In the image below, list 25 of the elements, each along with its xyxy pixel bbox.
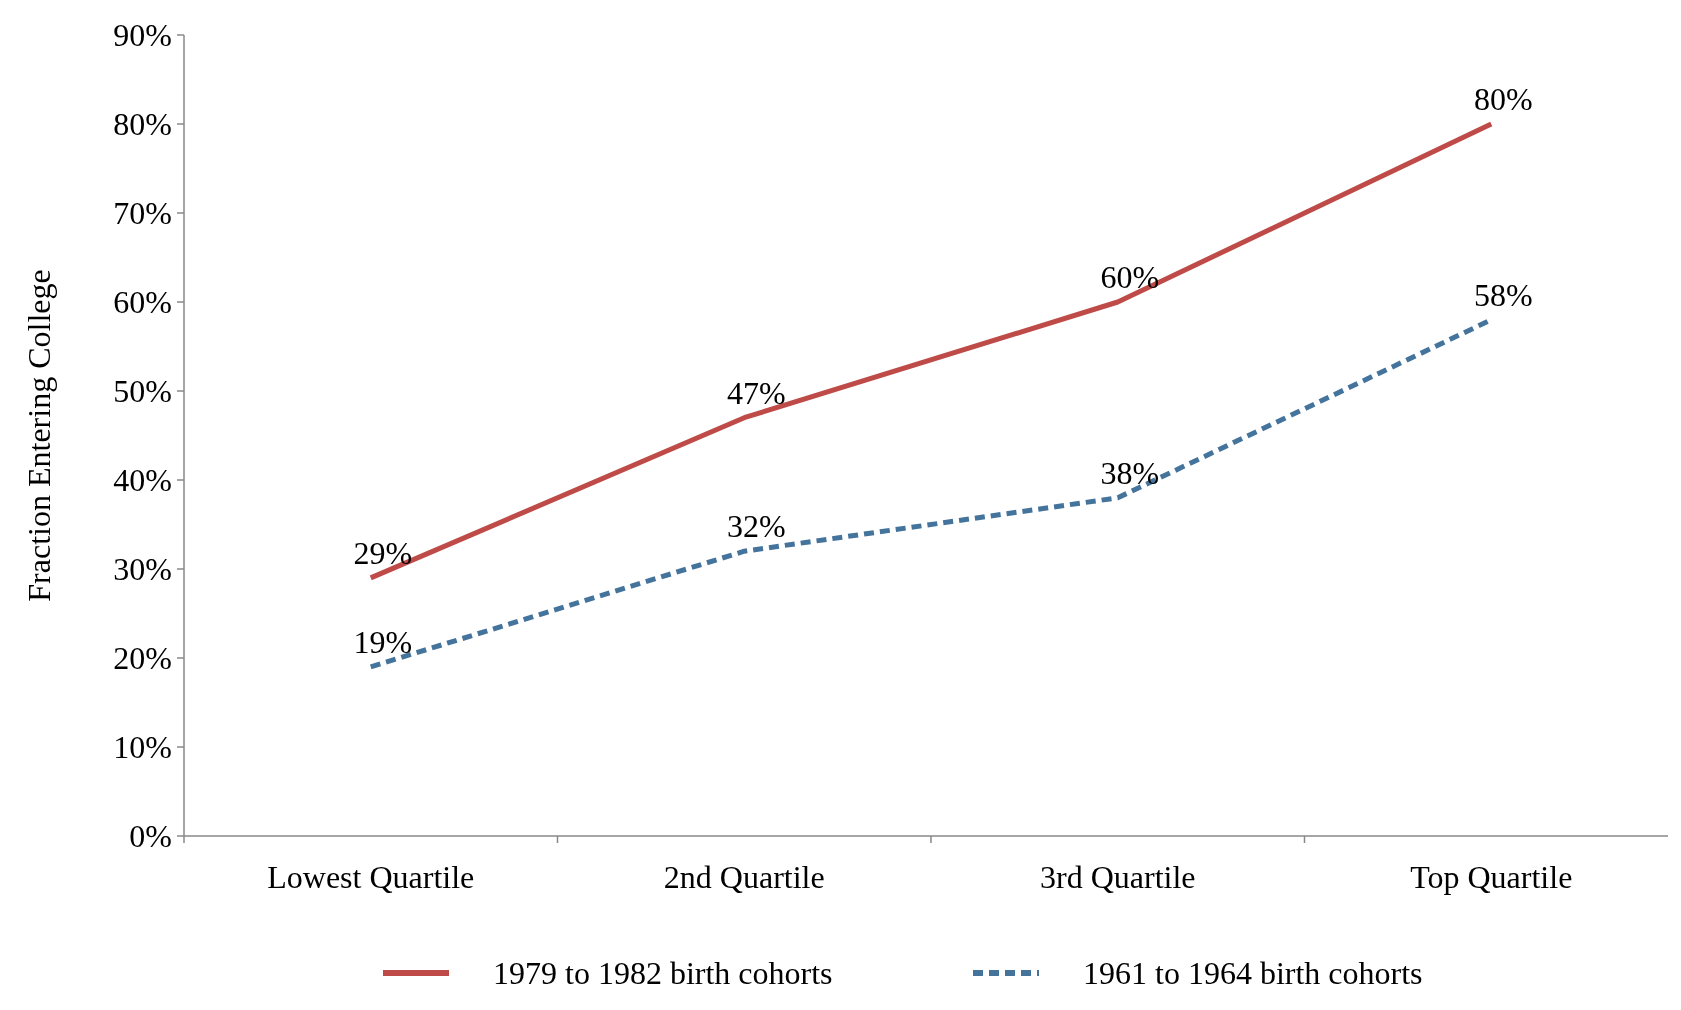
x-tick-label: 2nd Quartile: [663, 859, 825, 895]
data-label: 29%: [353, 534, 413, 571]
y-tick-label: 0%: [129, 818, 172, 855]
y-tick-label: 20%: [113, 640, 172, 677]
data-label: 80%: [1473, 81, 1533, 117]
data-label: 19%: [353, 623, 413, 660]
legend-label: 1979 to 1982 birth cohorts: [493, 955, 833, 992]
y-tick-label: 60%: [113, 284, 172, 321]
y-tick-label: 90%: [113, 17, 172, 54]
y-axis-title: Fraction Entering College: [21, 269, 57, 602]
legend-label: 1961 to 1964 birth cohorts: [1083, 955, 1423, 992]
y-tick-label: 70%: [113, 195, 172, 232]
data-label: 38%: [1100, 454, 1160, 491]
data-label: 60%: [1100, 259, 1160, 295]
y-tick-label: 10%: [113, 729, 172, 766]
y-tick-label: 80%: [113, 106, 172, 143]
y-tick-label: 40%: [113, 462, 172, 499]
x-tick-label: Top Quartile: [1410, 859, 1573, 895]
x-tick-label: Lowest Quartile: [267, 859, 475, 895]
y-tick-label: 50%: [113, 373, 172, 410]
data-label: 58%: [1473, 276, 1533, 313]
x-tick-label: 3rd Quartile: [1040, 859, 1196, 895]
data-label: 32%: [726, 508, 786, 545]
data-label: 47%: [726, 374, 786, 411]
y-tick-label: 30%: [113, 551, 172, 588]
